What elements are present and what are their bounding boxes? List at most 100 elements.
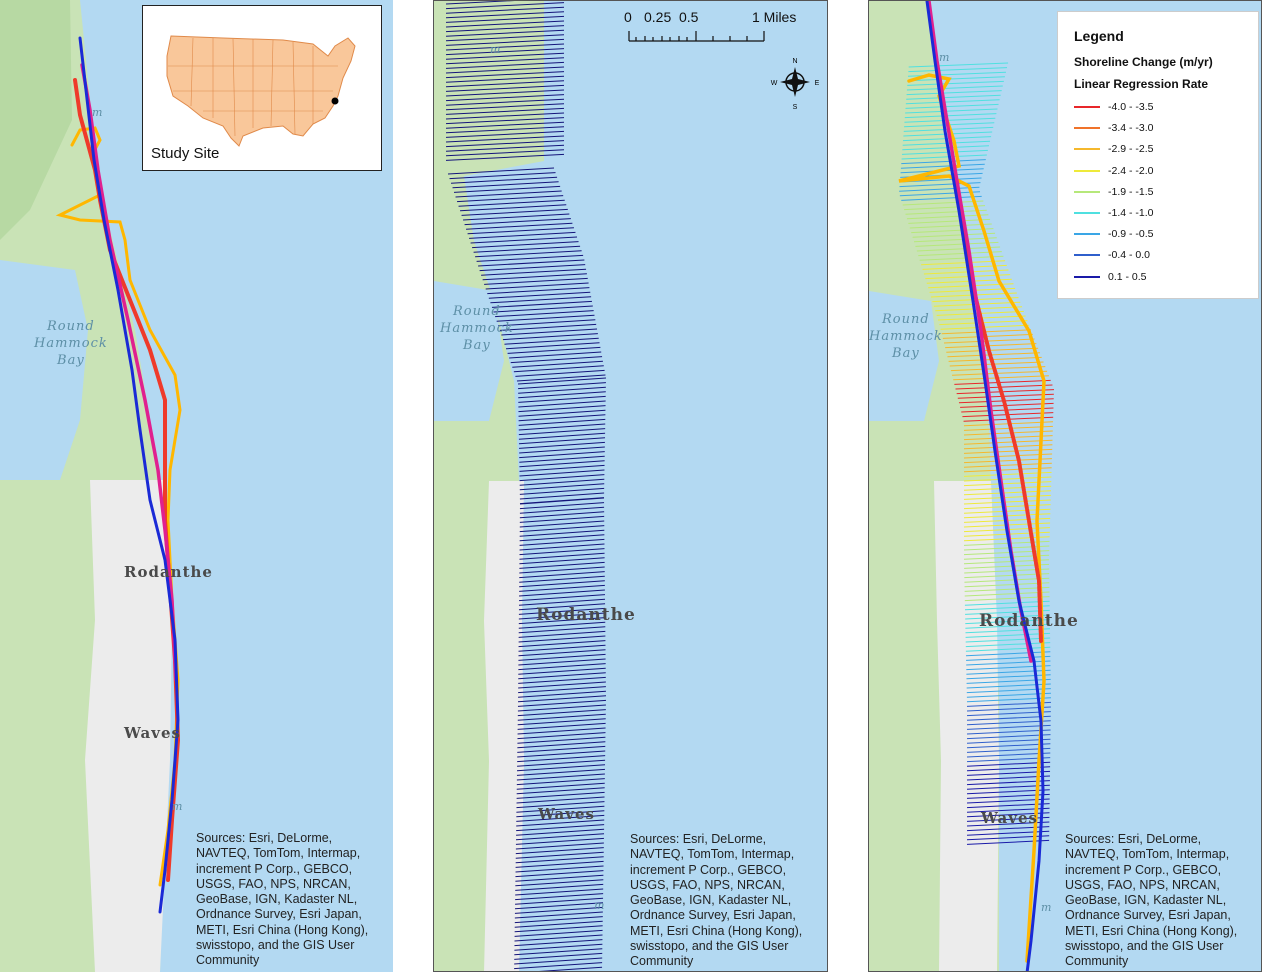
transect-line (445, 25, 565, 33)
legend-item: -0.9 - -0.5 (1074, 227, 1154, 241)
legend-item: -1.9 - -1.5 (1074, 185, 1154, 199)
rate-transect-line (964, 600, 1050, 606)
transect-line (516, 778, 605, 786)
legend-swatch (1074, 212, 1100, 214)
map-marker-m2: m (594, 899, 606, 912)
transect-line (515, 847, 604, 855)
transect-line (519, 589, 605, 597)
transect-line (518, 635, 606, 643)
transect-line (518, 598, 606, 606)
transect-line (445, 11, 565, 19)
transect-line (518, 686, 606, 694)
transect-line (515, 893, 604, 901)
transect-line (472, 241, 579, 249)
rate-transect-line (906, 94, 1001, 100)
rate-transect-line (919, 255, 1004, 261)
transect-line (470, 236, 578, 244)
shoreline-change-rate-panel: Legend Shoreline Change (m/yr) Linear Re… (868, 0, 1262, 972)
transect-line (517, 755, 606, 763)
transect-line (445, 89, 565, 97)
transect-line (518, 391, 606, 399)
rate-transect-line (912, 232, 996, 238)
panel1-shorelines (55, 36, 182, 914)
transect-line (514, 948, 603, 956)
rate-transect-line (966, 743, 1051, 749)
transect-line (515, 865, 604, 873)
legend-label: -2.4 - -2.0 (1108, 164, 1154, 177)
transect-line (518, 612, 606, 620)
legend-swatch (1074, 254, 1100, 257)
transect-line (519, 492, 605, 500)
compass-w: W (771, 80, 778, 87)
transect-line (457, 195, 564, 203)
transect-line (517, 377, 607, 385)
legend-swatch (1074, 190, 1100, 193)
transect-line (445, 153, 565, 161)
transect-line (518, 418, 606, 426)
round-hammock-bay-label: Round Hammock Bay (34, 319, 108, 368)
transect-line (519, 511, 605, 519)
map-marker-m1: m (92, 106, 104, 119)
rate-transect-line (955, 384, 1053, 390)
legend-item: -2.9 - -2.5 (1074, 142, 1154, 156)
transect-line (496, 314, 595, 322)
waves-label: Waves (538, 805, 595, 823)
rate-transect-line (905, 209, 987, 215)
transect-line (485, 282, 589, 290)
rate-transect-line (966, 757, 1051, 763)
legend-swatch (1074, 127, 1100, 130)
transect-line (515, 883, 604, 891)
urban-area (934, 481, 999, 971)
scale-bar: 0 0.25 0.5 1 Miles (624, 5, 804, 45)
urban-area (85, 480, 172, 972)
transect-line (518, 423, 606, 431)
transect-line (518, 428, 606, 436)
rate-transect-line (966, 711, 1051, 717)
waves-label: Waves (124, 724, 181, 742)
transect-line (517, 727, 606, 735)
transect-line (519, 552, 605, 560)
rate-transect-line (908, 67, 1008, 73)
panel1-basemap (0, 0, 182, 972)
transect-line (518, 405, 606, 413)
transect-line (514, 939, 603, 947)
legend-item: -3.4 - -3.0 (1074, 121, 1154, 135)
rate-transect-line (957, 393, 1054, 399)
transect-line (514, 929, 603, 937)
rate-transect-line (916, 246, 1001, 252)
rate-transect-line (966, 752, 1051, 758)
rate-transect-line (964, 582, 1050, 588)
transect-lines (445, 1, 607, 971)
rate-transect-line (963, 453, 1053, 459)
transect-line (517, 741, 606, 749)
legend-label: 0.1 - 0.5 (1108, 270, 1147, 283)
transect-line (519, 520, 605, 528)
compass-s: S (793, 104, 798, 111)
transect-line (519, 557, 605, 565)
transect-line (495, 310, 594, 318)
transect-line (514, 957, 603, 965)
rate-transect-line (964, 568, 1050, 574)
transect-line (484, 277, 588, 285)
rate-transect-line (965, 623, 1050, 629)
rate-transect-line (941, 329, 1032, 335)
us-locator-map (166, 35, 356, 147)
transect-line (517, 722, 606, 730)
rate-transect-line (906, 85, 1003, 91)
transect-line (481, 268, 587, 276)
rate-transect-line (965, 609, 1050, 615)
transect-line (519, 469, 605, 477)
transect-line (514, 943, 603, 951)
rate-transect-line (963, 481, 1052, 487)
transect-line (445, 71, 565, 79)
rate-transect-line (899, 177, 982, 183)
transect-line (519, 506, 605, 514)
transect-line (491, 300, 592, 308)
transect-line (519, 451, 605, 459)
transect-line (516, 791, 605, 799)
transect-line (515, 851, 604, 859)
rate-transect-line (943, 338, 1035, 344)
transect-line (514, 916, 603, 924)
compass-e: E (815, 80, 820, 87)
transect-line (445, 29, 565, 37)
